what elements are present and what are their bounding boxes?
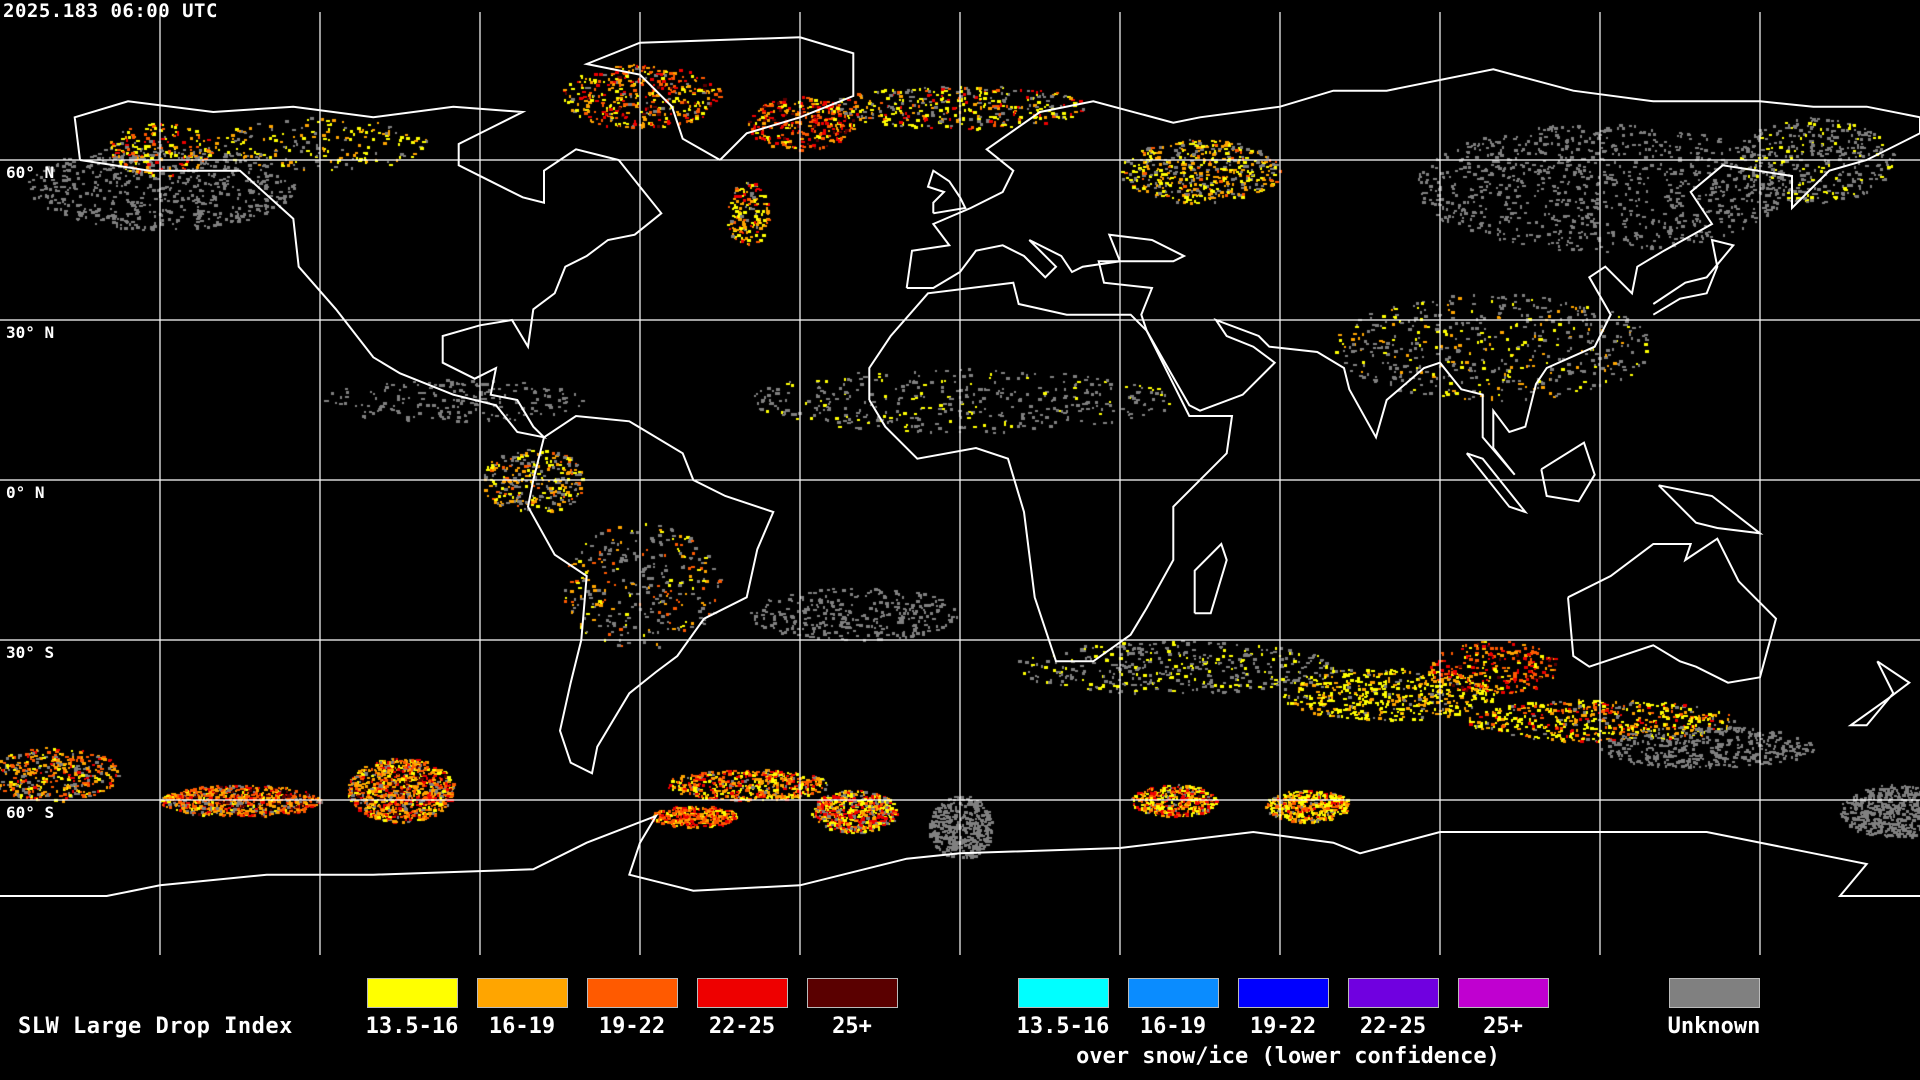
- swatch-ice-13-16: [1018, 978, 1109, 1008]
- coastline-south-america: [526, 414, 775, 775]
- legend-title: SLW Large Drop Index: [18, 1014, 293, 1039]
- label-16-19: 16-19: [488, 1014, 556, 1039]
- coastline-great-britain: [926, 169, 967, 215]
- swatch-16-19: [477, 978, 568, 1008]
- lat-label-60n: 60° N: [6, 163, 55, 182]
- coastline-north-america: [73, 100, 663, 439]
- label-ice-22-25: 22-25: [1359, 1014, 1427, 1039]
- coastline-madagascar: [1193, 542, 1228, 615]
- coastline-new-guinea: [1657, 484, 1764, 535]
- label-13-16: 13.5-16: [365, 1014, 459, 1039]
- timestamp: 2025.183 06:00 UTC: [3, 0, 218, 22]
- lat-label-60s: 60° S: [6, 803, 55, 822]
- label-22-25: 22-25: [708, 1014, 776, 1039]
- swatch-19-22: [587, 978, 678, 1008]
- label-19-22: 19-22: [598, 1014, 666, 1039]
- coastline-japan: [1652, 238, 1736, 316]
- coastline-africa: [868, 281, 1234, 663]
- label-unknown: Unknown: [1667, 1014, 1761, 1039]
- coastline-eurasia: [905, 68, 1920, 476]
- swatch-ice-22-25: [1348, 978, 1439, 1008]
- coastlines-and-grid: [0, 12, 1920, 955]
- lat-label-0n: 0° N: [6, 483, 45, 502]
- swatch-ice-25-plus: [1458, 978, 1549, 1008]
- label-ice-19-22: 19-22: [1249, 1014, 1317, 1039]
- lat-label-30s: 30° S: [6, 643, 55, 662]
- swatch-13-16: [367, 978, 458, 1008]
- world-map: 2025.183 06:00 UTC 60° N 30° N 0° N 30° …: [0, 0, 1920, 955]
- swatch-22-25: [697, 978, 788, 1008]
- swatch-ice-19-22: [1238, 978, 1329, 1008]
- label-ice-25-plus: 25+: [1483, 1014, 1523, 1039]
- coastline-borneo: [1540, 441, 1596, 503]
- snow-ice-caption: over snow/ice (lower confidence): [1076, 1044, 1500, 1069]
- swatch-25-plus: [807, 978, 898, 1008]
- coastline-australia: [1567, 537, 1778, 684]
- coastline-antarctica: [0, 814, 1920, 897]
- label-25-plus: 25+: [832, 1014, 872, 1039]
- lat-label-30n: 30° N: [6, 323, 55, 342]
- coastline-sumatra: [1465, 452, 1529, 515]
- coastline-new-zealand: [1847, 660, 1912, 727]
- label-ice-16-19: 16-19: [1139, 1014, 1207, 1039]
- swatch-unknown: [1669, 978, 1760, 1008]
- coastline-greenland: [583, 36, 855, 161]
- swatch-ice-16-19: [1128, 978, 1219, 1008]
- label-ice-13-16: 13.5-16: [1016, 1014, 1110, 1039]
